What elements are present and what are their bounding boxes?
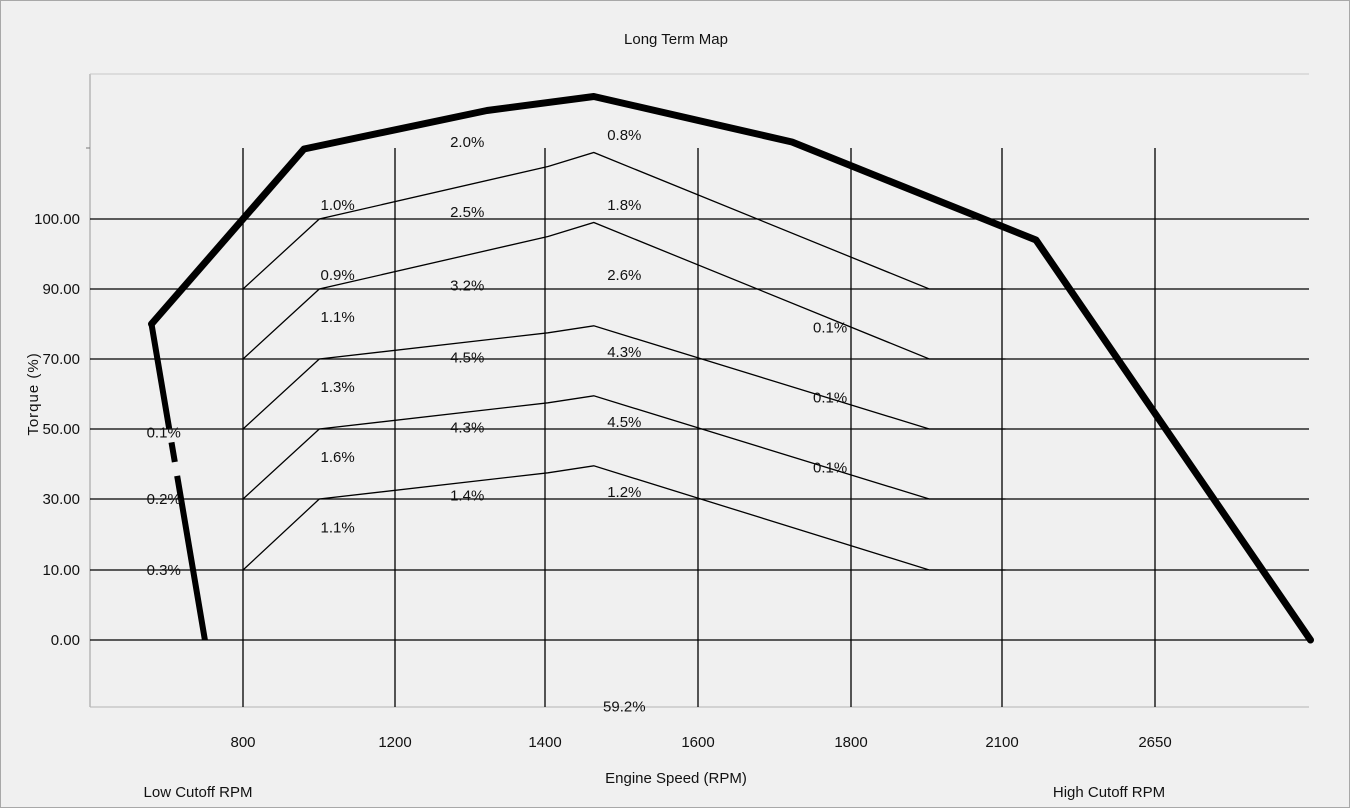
- band-lines: [242, 151, 1006, 571]
- percent-annotation: 1.2%: [607, 484, 641, 501]
- percent-annotation: 0.1%: [813, 460, 847, 477]
- plot-area: [90, 74, 1309, 707]
- percent-annotation: 0.1%: [813, 390, 847, 407]
- percent-annotation: 59.2%: [603, 699, 646, 716]
- y-axis-label: Torque (%): [25, 352, 42, 435]
- x-tick-label: 1200: [378, 734, 411, 751]
- percent-annotation: 0.3%: [147, 562, 181, 579]
- percent-annotation: 1.1%: [320, 519, 354, 536]
- percent-annotation: 4.3%: [450, 419, 484, 436]
- band-boundary-90: [242, 221, 1006, 360]
- x-axis-label: Engine Speed (RPM): [605, 770, 747, 787]
- percent-annotation: 1.4%: [450, 488, 484, 505]
- x-tick-label: 1600: [681, 734, 714, 751]
- band-boundary-70: [242, 325, 1006, 430]
- band-boundary-30: [242, 465, 1006, 571]
- percent-annotation: 1.8%: [607, 197, 641, 214]
- torque-curve-group: [148, 93, 1314, 644]
- percent-annotation: 0.1%: [147, 425, 181, 442]
- percent-annotation: 3.2%: [450, 278, 484, 295]
- percent-annotation: 1.1%: [320, 309, 354, 326]
- percent-annotation: 2.6%: [607, 267, 641, 284]
- percent-annotation: 0.2%: [147, 491, 181, 508]
- x-tick-label: 1800: [834, 734, 867, 751]
- percent-annotation: 4.5%: [450, 349, 484, 366]
- y-tick-label: 10.00: [42, 562, 80, 579]
- chart-title: Long Term Map: [624, 31, 728, 48]
- percent-annotation: 0.8%: [607, 127, 641, 144]
- percent-annotation: 0.1%: [813, 320, 847, 337]
- max-torque-curve: [148, 93, 1314, 644]
- y-tick-label: 30.00: [42, 491, 80, 508]
- low-cutoff-label: Low Cutoff RPM: [144, 784, 253, 801]
- percent-annotation: 1.0%: [320, 197, 354, 214]
- y-tick-label: 50.00: [42, 421, 80, 438]
- x-tick-label: 2650: [1138, 734, 1171, 751]
- y-tick-label: 100.00: [34, 211, 80, 228]
- percent-annotation: 1.6%: [320, 449, 354, 466]
- x-tick-label: 800: [230, 734, 255, 751]
- annotations: 2.0% 0.8% 1.0% 2.5% 1.8% 0.9% 3.2% 2.6% 1.1% 0.1%…: [147, 127, 848, 716]
- tick-labels: 100.00 90.00 70.00 50.00 30.00 10.00 0.00 800 12…: [34, 211, 1172, 751]
- x-tick-label: 2100: [985, 734, 1018, 751]
- low-cutoff-line: [148, 323, 208, 641]
- percent-annotation: 0.9%: [320, 267, 354, 284]
- percent-annotation: 4.5%: [607, 414, 641, 431]
- y-tick-label: 70.00: [42, 351, 80, 368]
- percent-annotation: 2.5%: [450, 204, 484, 221]
- percent-annotation: 4.3%: [607, 344, 641, 361]
- y-tick-label: 0.00: [51, 632, 80, 649]
- high-cutoff-label: High Cutoff RPM: [1053, 784, 1165, 801]
- percent-annotation: 1.3%: [320, 379, 354, 396]
- percent-annotation: 2.0%: [450, 134, 484, 151]
- x-tick-label: 1400: [528, 734, 561, 751]
- y-tick-label: 90.00: [42, 281, 80, 298]
- band-boundary-50: [242, 395, 1006, 500]
- band-boundary-100: [242, 151, 1006, 290]
